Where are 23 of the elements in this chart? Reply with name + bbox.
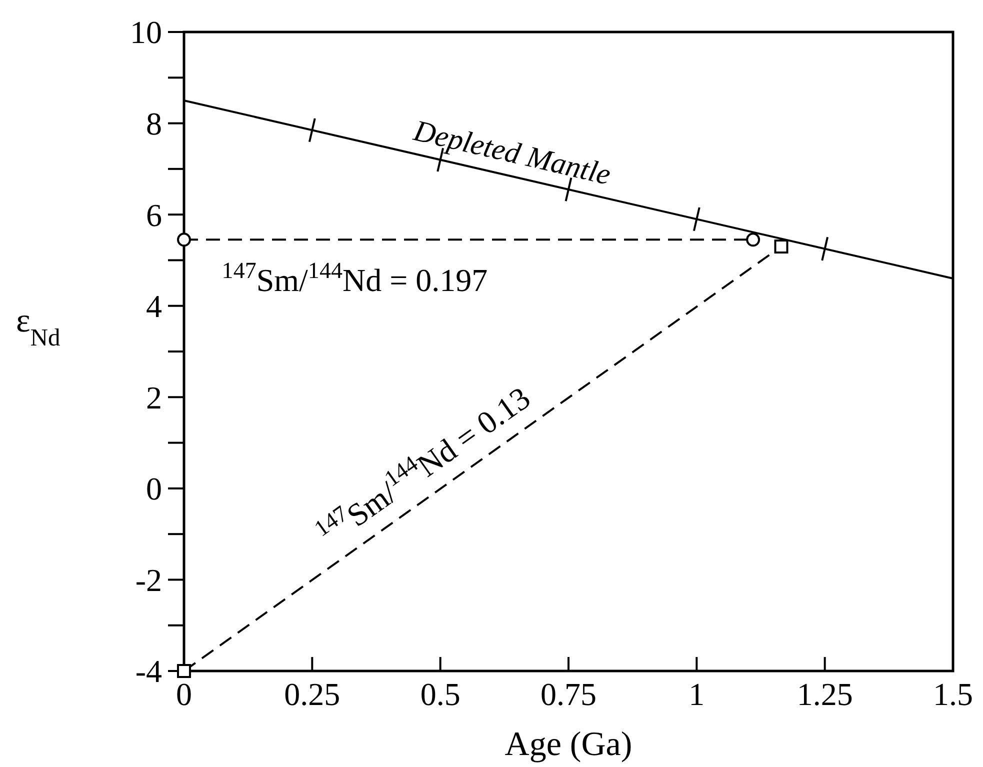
x-tick-label: 0.25: [284, 676, 340, 712]
x-tick-label: 0: [176, 676, 192, 712]
y-tick-label: 6: [146, 196, 162, 233]
y-tick-label: -2: [135, 562, 162, 598]
x-tick-label: 1.25: [796, 676, 853, 712]
annotation: Depleted Mantle: [410, 114, 614, 192]
x-tick-label: 1: [688, 676, 705, 712]
point: [177, 664, 191, 678]
y-tick-label: 0: [146, 470, 162, 507]
annotation: $^{147}$Sm/$^{144}$Nd = 0.197: [222, 256, 488, 298]
x-axis-title: Age (Ga): [504, 726, 632, 763]
y-tick-label: 8: [146, 105, 162, 142]
y-axis-title: ε$_{Nd}$: [16, 302, 60, 351]
x-tick-label: 0.5: [420, 676, 460, 712]
x-tick-label: 1.5: [933, 676, 973, 712]
point: [177, 232, 191, 247]
y-tick-label: -4: [135, 653, 162, 690]
point: [746, 232, 760, 247]
y-tick-label: 4: [146, 288, 162, 324]
point: [774, 240, 788, 254]
y-tick-label: 10: [130, 14, 162, 50]
y-tick-label: 2: [146, 379, 162, 416]
x-tick-label: 0.75: [540, 676, 596, 712]
